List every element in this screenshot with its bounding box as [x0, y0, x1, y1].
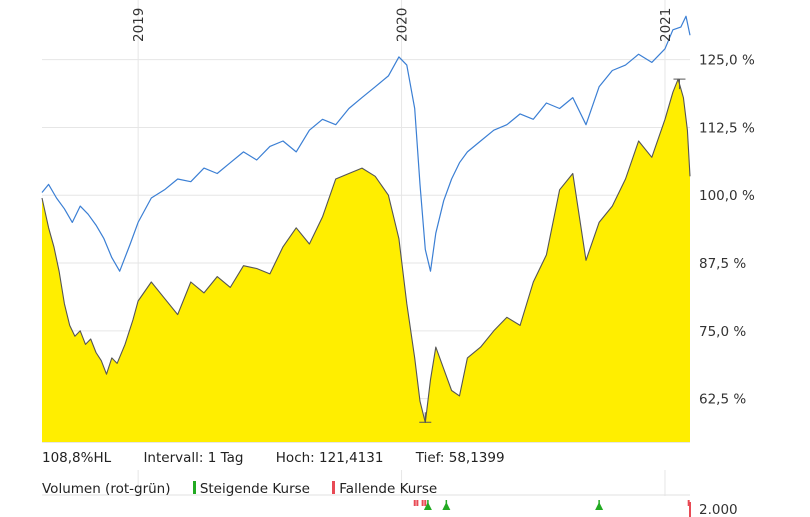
low-value-label: Tief: 58,1399 [415, 450, 505, 466]
legend-rising: Steigende Kurse [192, 481, 310, 497]
chart-info-row: 108,8%HL Intervall: 1 Tag Hoch: 121,4131… [42, 450, 505, 466]
y-tick-label: 75,0 % [699, 324, 746, 340]
interval-label[interactable]: Intervall: 1 Tag [143, 450, 244, 466]
falling-swatch-icon [332, 481, 336, 494]
x-year-label: 2020 [395, 8, 411, 42]
volume-y-tick-label: 2.000 [699, 502, 738, 517]
line-series [41, 15, 691, 272]
high-low-marks [419, 78, 686, 423]
legend-rising-label: Steigende Kurse [199, 481, 310, 497]
y-tick-label: 112,5 % [699, 120, 755, 136]
scale-mode-label[interactable]: 108,8%HL [42, 450, 112, 466]
rising-swatch-icon [192, 481, 196, 494]
volume-legend-title: Volumen (rot-grün) [42, 481, 171, 497]
x-year-label: 2021 [658, 8, 674, 42]
legend-falling: Fallende Kurse [332, 481, 437, 497]
y-tick-label: 87,5 % [699, 256, 746, 272]
y-tick-label: 125,0 % [699, 53, 755, 69]
y-tick-label: 62,5 % [699, 392, 746, 408]
area-series [41, 78, 691, 442]
line-series-path [41, 15, 691, 272]
high-value-label: Hoch: 121,4131 [275, 450, 384, 466]
y-tick-label: 100,0 % [699, 188, 755, 204]
area-series-fill [42, 79, 690, 442]
area-series-outline [41, 78, 691, 424]
y-axis-ticks: 125,0 % 112,5 % 100,0 % 87,5 % 75,0 % 62,5 % [699, 53, 755, 408]
volume-panel: 2.000 [42, 470, 738, 517]
x-year-label: 2019 [131, 8, 147, 42]
x-axis-year-labels: 2019 2020 2021 [131, 8, 674, 42]
legend-falling-label: Fallende Kurse [339, 481, 438, 497]
volume-legend: Volumen (rot-grün) Steigende Kurse Falle… [42, 481, 437, 497]
